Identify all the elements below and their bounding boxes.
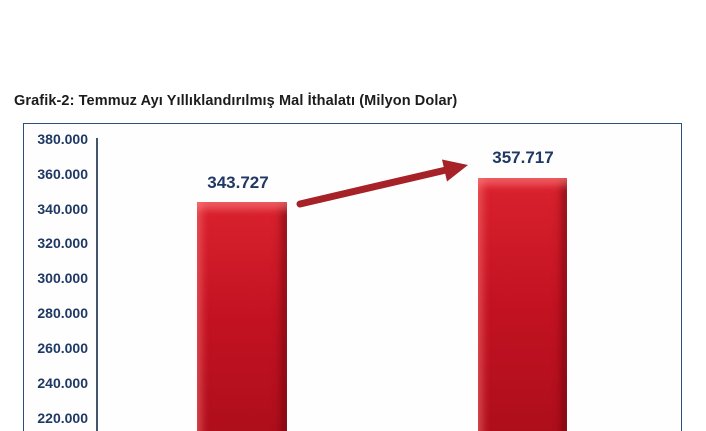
- y-tick-label-360000: 360.000: [37, 166, 88, 182]
- y-tick-label-280000: 280.000: [37, 305, 88, 321]
- y-tick-label-380000: 380.000: [37, 131, 88, 147]
- bar-value-label-second: 357.717: [492, 148, 554, 167]
- plot-area: [23, 123, 682, 431]
- y-axis-line: [96, 138, 98, 431]
- y-tick-label-240000: 240.000: [37, 375, 88, 391]
- bar-first: [197, 202, 287, 431]
- trend-arrow-icon: [296, 159, 468, 208]
- y-tick-label-300000: 300.000: [37, 270, 88, 286]
- y-tick-label-320000: 320.000: [37, 235, 88, 251]
- bar-value-label-first: 343.727: [207, 173, 269, 192]
- y-tick-label-220000: 220.000: [37, 410, 88, 426]
- bar-second: [478, 178, 567, 431]
- y-tick-label-340000: 340.000: [37, 201, 88, 217]
- chart-title: Grafik-2: Temmuz Ayı Yıllıklandırılmış M…: [14, 93, 458, 109]
- y-tick-label-260000: 260.000: [37, 340, 88, 356]
